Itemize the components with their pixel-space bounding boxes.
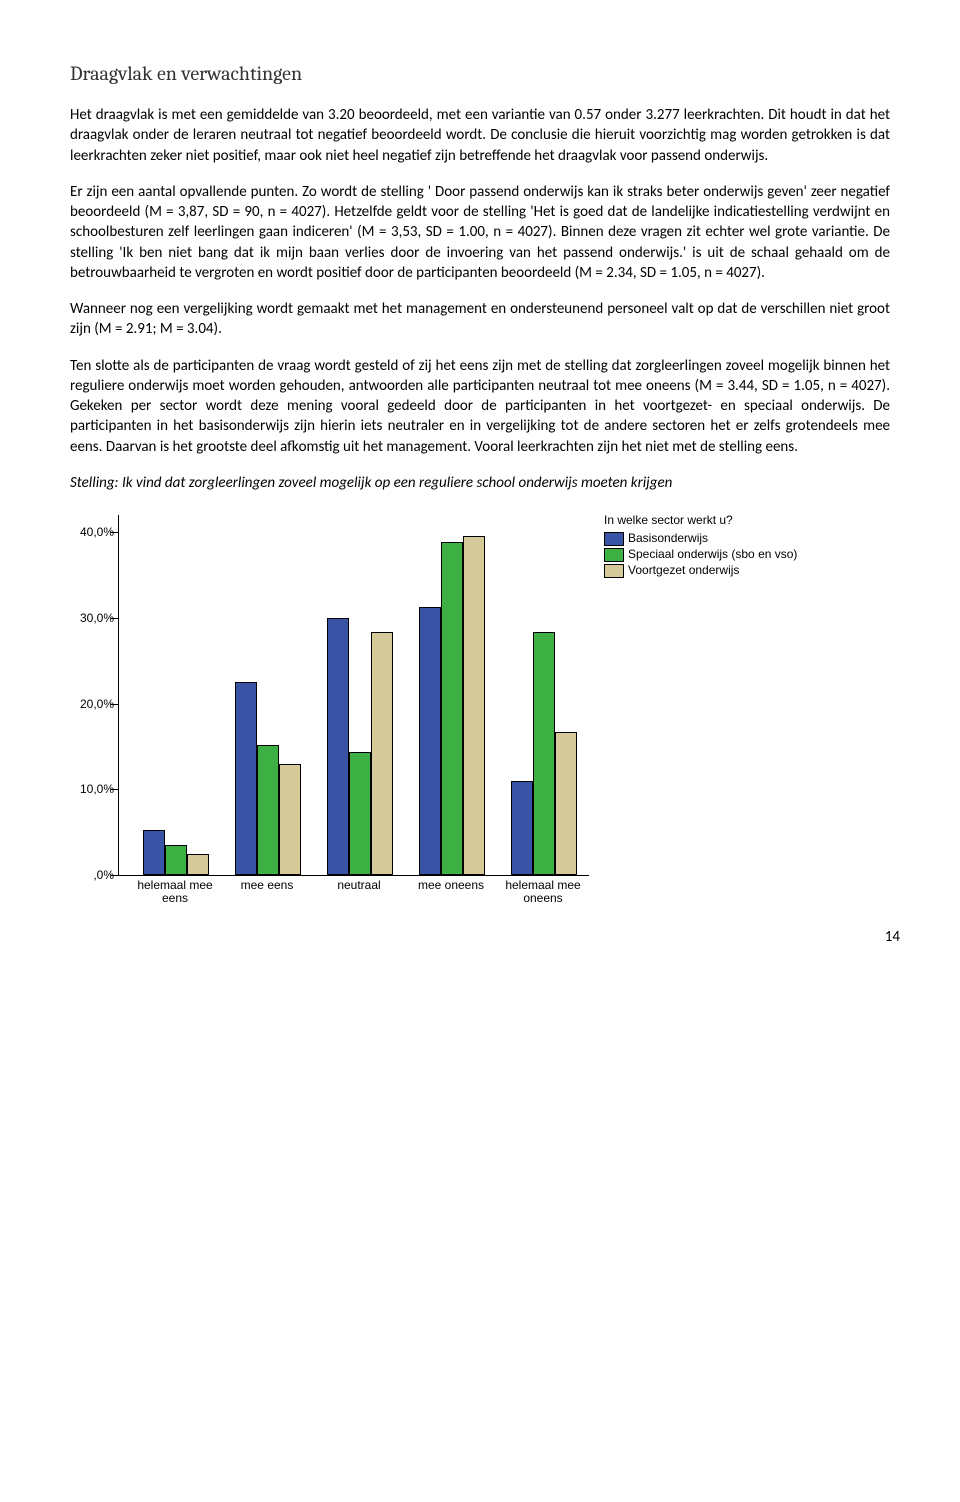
paragraph-2: Er zijn een aantal opvallende punten. Zo… — [70, 182, 890, 283]
chart-bar — [441, 542, 463, 875]
chart-bar — [349, 752, 371, 875]
chart-bar — [511, 781, 533, 875]
legend-label: Speciaal onderwijs (sbo en vso) — [628, 547, 797, 562]
chart-bar — [371, 632, 393, 875]
chart-bar — [165, 845, 187, 875]
x-category-label: mee oneens — [401, 879, 501, 892]
chart-bar — [463, 536, 485, 875]
paragraph-1: Het draagvlak is met een gemiddelde van … — [70, 105, 890, 166]
chart-container: ,0%10,0%20,0%30,0%40,0%helemaal meeeensm… — [60, 509, 890, 919]
y-tick-label: 40,0% — [60, 524, 114, 540]
x-category-label: helemaal meeeens — [125, 879, 225, 905]
paragraph-4: Ten slotte als de participanten de vraag… — [70, 356, 890, 457]
y-tick-mark — [111, 704, 118, 705]
chart-bar — [327, 618, 349, 875]
chart-bar — [533, 632, 555, 875]
y-tick-label: 10,0% — [60, 781, 114, 797]
chart-bar — [235, 682, 257, 875]
x-category-label: neutraal — [309, 879, 409, 892]
bar-chart: ,0%10,0%20,0%30,0%40,0%helemaal meeeensm… — [60, 509, 600, 919]
chart-legend: In welke sector werkt u? BasisonderwijsS… — [604, 513, 797, 579]
legend-swatch — [604, 532, 624, 546]
legend-title: In welke sector werkt u? — [604, 513, 797, 528]
page-number: 14 — [70, 927, 900, 947]
chart-plot-area — [118, 515, 589, 876]
chart-bar — [279, 764, 301, 875]
y-tick-mark — [111, 618, 118, 619]
paragraph-3: Wanneer nog een vergelijking wordt gemaa… — [70, 299, 890, 340]
legend-item: Basisonderwijs — [604, 531, 797, 546]
chart-bar — [555, 732, 577, 875]
x-category-label: mee eens — [217, 879, 317, 892]
y-tick-label: 30,0% — [60, 610, 114, 626]
y-tick-label: 20,0% — [60, 695, 114, 711]
legend-label: Voortgezet onderwijs — [628, 563, 739, 578]
legend-label: Basisonderwijs — [628, 531, 708, 546]
legend-swatch — [604, 564, 624, 578]
chart-bar — [143, 830, 165, 875]
legend-item: Voortgezet onderwijs — [604, 563, 797, 578]
x-category-label: helemaal meeoneens — [493, 879, 593, 905]
legend-item: Speciaal onderwijs (sbo en vso) — [604, 547, 797, 562]
y-tick-mark — [111, 532, 118, 533]
legend-swatch — [604, 548, 624, 562]
y-tick-mark — [111, 789, 118, 790]
y-tick-mark — [111, 875, 118, 876]
chart-bar — [187, 854, 209, 875]
y-tick-label: ,0% — [60, 867, 114, 883]
section-heading: Draagvlak en verwachtingen — [70, 60, 890, 87]
stelling-caption: Stelling: Ik vind dat zorgleerlingen zov… — [70, 473, 890, 493]
chart-bar — [419, 607, 441, 875]
chart-bar — [257, 745, 279, 875]
